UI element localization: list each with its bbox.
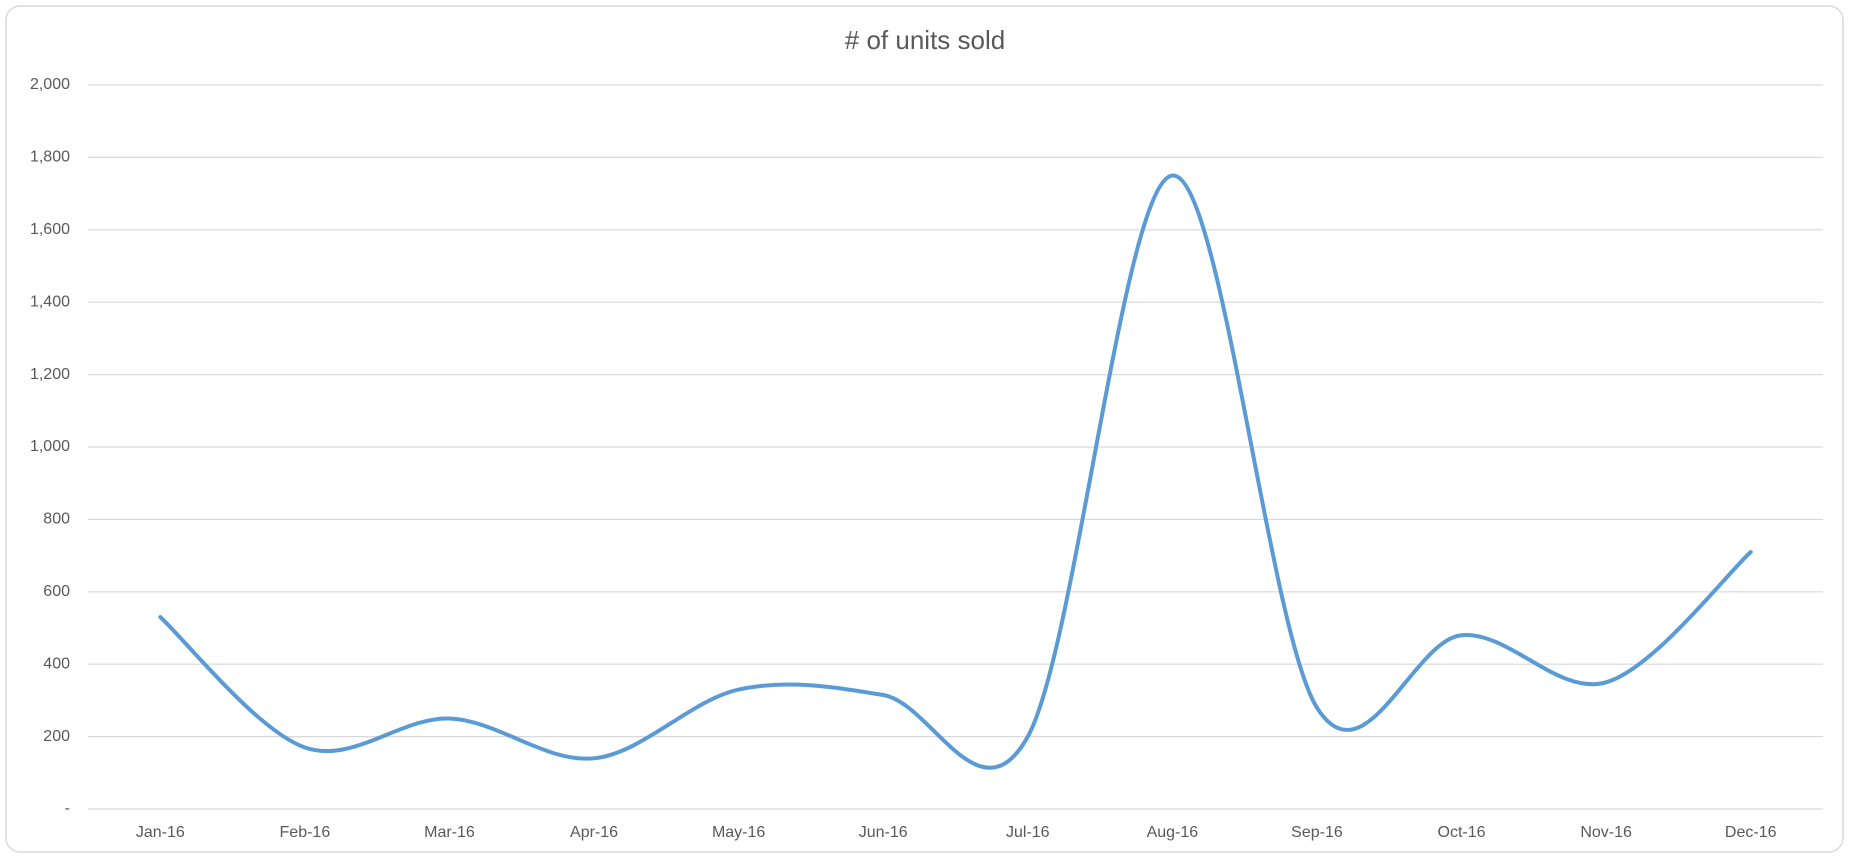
y-tick-label: 1,800 — [30, 149, 70, 166]
x-tick-label: Jun-16 — [859, 824, 908, 841]
y-tick-label: 400 — [43, 655, 70, 672]
chart-title: # of units sold — [845, 25, 1005, 55]
y-tick-label: 600 — [43, 583, 70, 600]
x-tick-label: Dec-16 — [1725, 824, 1777, 841]
x-tick-label: Jan-16 — [136, 824, 185, 841]
x-tick-label: Aug-16 — [1147, 824, 1199, 841]
x-tick-label: Sep-16 — [1291, 824, 1343, 841]
chart-frame — [5, 5, 1844, 853]
x-tick-label: Oct-16 — [1438, 824, 1486, 841]
x-tick-label: Feb-16 — [280, 824, 331, 841]
y-tick-label: 200 — [43, 728, 70, 745]
y-tick-label: 2,000 — [30, 76, 70, 93]
y-tick-label: 1,600 — [30, 221, 70, 238]
y-tick-label: 800 — [43, 511, 70, 528]
y-tick-label: - — [65, 800, 70, 817]
y-tick-label: 1,000 — [30, 438, 70, 455]
x-tick-label: Nov-16 — [1580, 824, 1632, 841]
x-tick-label: Jul-16 — [1006, 824, 1050, 841]
x-tick-label: May-16 — [712, 824, 765, 841]
series-line — [158, 173, 1753, 770]
y-tick-label: 1,400 — [30, 293, 70, 310]
x-tick-label: Apr-16 — [570, 824, 618, 841]
x-tick-label: Mar-16 — [424, 824, 475, 841]
y-tick-label: 1,200 — [30, 366, 70, 383]
